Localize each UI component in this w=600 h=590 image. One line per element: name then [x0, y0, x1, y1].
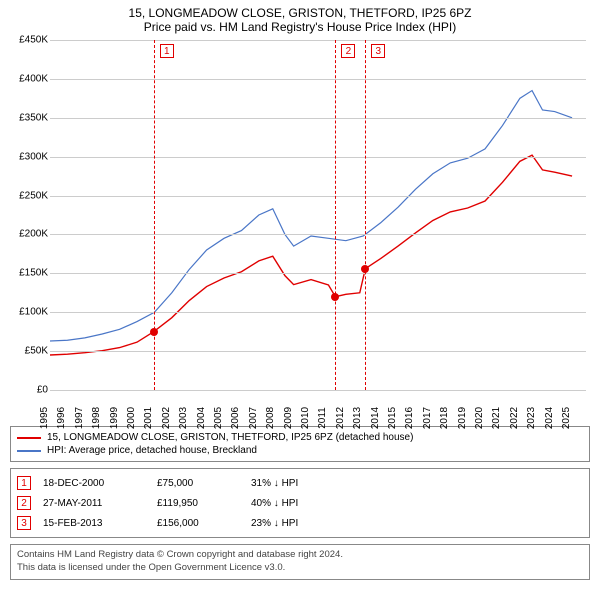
sale-price: £75,000: [157, 478, 247, 489]
x-tick-label: 2010: [300, 407, 311, 429]
gridline: [50, 312, 586, 313]
y-tick-label: £300K: [19, 151, 48, 162]
sale-date: 18-DEC-2000: [43, 478, 153, 489]
x-tick-label: 2008: [265, 407, 276, 429]
gridline: [50, 118, 586, 119]
marker-badge: 3: [371, 44, 385, 58]
x-tick-label: 2023: [526, 407, 537, 429]
x-tick-label: 2000: [126, 407, 137, 429]
x-tick-label: 2019: [457, 407, 468, 429]
legend-swatch: [17, 450, 41, 452]
x-tick-label: 2022: [509, 407, 520, 429]
gridline: [50, 234, 586, 235]
legend-label: HPI: Average price, detached house, Brec…: [47, 445, 257, 456]
x-tick-label: 2012: [335, 407, 346, 429]
x-tick-label: 1998: [91, 407, 102, 429]
sale-price: £119,950: [157, 498, 247, 509]
chart-lines-svg: [50, 40, 586, 390]
x-tick-label: 2020: [474, 407, 485, 429]
sale-delta: 23% ↓ HPI: [251, 518, 583, 529]
x-tick-label: 2006: [230, 407, 241, 429]
x-tick-label: 2011: [317, 407, 328, 429]
legend-swatch: [17, 437, 41, 439]
gridline: [50, 351, 586, 352]
gridline: [50, 196, 586, 197]
y-tick-label: £400K: [19, 73, 48, 84]
y-tick-label: £250K: [19, 190, 48, 201]
x-tick-label: 2001: [143, 407, 154, 429]
marker-badge: 1: [160, 44, 174, 58]
gridline: [50, 273, 586, 274]
x-tick-label: 2025: [561, 407, 572, 429]
x-tick-label: 1997: [74, 407, 85, 429]
sale-badge: 1: [17, 476, 31, 490]
y-axis: £0£50K£100K£150K£200K£250K£300K£350K£400…: [10, 40, 50, 390]
sale-delta: 40% ↓ HPI: [251, 498, 583, 509]
sales-table: 1 18-DEC-2000 £75,000 31% ↓ HPI 2 27-MAY-2011…: [10, 468, 590, 538]
chart: £0 £50K £100K £150K £200K £250K £300K £350K £400…: [10, 40, 590, 418]
marker-vline: [335, 40, 336, 390]
sale-row: 1 18-DEC-2000 £75,000 31% ↓ HPI: [17, 473, 583, 493]
sale-row: 2 27-MAY-2011 £119,950 40% ↓ HPI: [17, 493, 583, 513]
y-tick-label: £100K: [19, 307, 48, 318]
x-tick-label: 2017: [422, 407, 433, 429]
legend-item: 15, LONGMEADOW CLOSE, GRISTON, THETFORD,…: [17, 431, 583, 444]
sale-date: 27-MAY-2011: [43, 498, 153, 509]
marker-dot: [361, 265, 369, 273]
marker-dot: [150, 328, 158, 336]
footer-line-1: Contains HM Land Registry data © Crown c…: [17, 549, 583, 562]
x-tick-label: 1996: [56, 407, 67, 429]
title-line-2: Price paid vs. HM Land Registry's House …: [4, 20, 596, 34]
x-tick-label: 1995: [39, 407, 50, 429]
x-tick-label: 2016: [404, 407, 415, 429]
y-tick-label: £350K: [19, 112, 48, 123]
legend-label: 15, LONGMEADOW CLOSE, GRISTON, THETFORD,…: [47, 432, 413, 443]
x-tick-label: 2024: [544, 407, 555, 429]
marker-vline: [154, 40, 155, 390]
title-line-1: 15, LONGMEADOW CLOSE, GRISTON, THETFORD,…: [4, 6, 596, 20]
y-tick-label: £0: [37, 385, 48, 396]
gridline: [50, 157, 586, 158]
x-tick-label: 2007: [248, 407, 259, 429]
x-tick-label: 2018: [439, 407, 450, 429]
sale-date: 15-FEB-2013: [43, 518, 153, 529]
x-tick-label: 2013: [352, 407, 363, 429]
x-tick-label: 2002: [161, 407, 172, 429]
gridline: [50, 40, 586, 41]
sale-badge: 3: [17, 516, 31, 530]
legend: 15, LONGMEADOW CLOSE, GRISTON, THETFORD,…: [10, 426, 590, 462]
x-tick-label: 2003: [178, 407, 189, 429]
sale-badge: 2: [17, 496, 31, 510]
marker-vline: [365, 40, 366, 390]
marker-dot: [331, 293, 339, 301]
x-tick-label: 2005: [213, 407, 224, 429]
y-tick-label: £150K: [19, 268, 48, 279]
x-tick-label: 2009: [283, 407, 294, 429]
footer-line-2: This data is licensed under the Open Gov…: [17, 562, 583, 575]
plot-area: 1 2 3: [50, 40, 586, 390]
sale-delta: 31% ↓ HPI: [251, 478, 583, 489]
gridline: [50, 79, 586, 80]
x-tick-label: 2014: [370, 407, 381, 429]
title-block: 15, LONGMEADOW CLOSE, GRISTON, THETFORD,…: [0, 0, 600, 36]
y-tick-label: £200K: [19, 229, 48, 240]
x-tick-label: 2015: [387, 407, 398, 429]
x-tick-label: 1999: [109, 407, 120, 429]
legend-item: HPI: Average price, detached house, Brec…: [17, 444, 583, 457]
x-tick-label: 2004: [196, 407, 207, 429]
sale-price: £156,000: [157, 518, 247, 529]
series-line: [50, 91, 572, 341]
marker-badge: 2: [341, 44, 355, 58]
x-axis: 1995199619971998199920002001200220032004…: [50, 390, 586, 418]
footer: Contains HM Land Registry data © Crown c…: [10, 544, 590, 580]
x-tick-label: 2021: [491, 407, 502, 429]
sale-row: 3 15-FEB-2013 £156,000 23% ↓ HPI: [17, 513, 583, 533]
y-tick-label: £450K: [19, 35, 48, 46]
y-tick-label: £50K: [25, 346, 48, 357]
